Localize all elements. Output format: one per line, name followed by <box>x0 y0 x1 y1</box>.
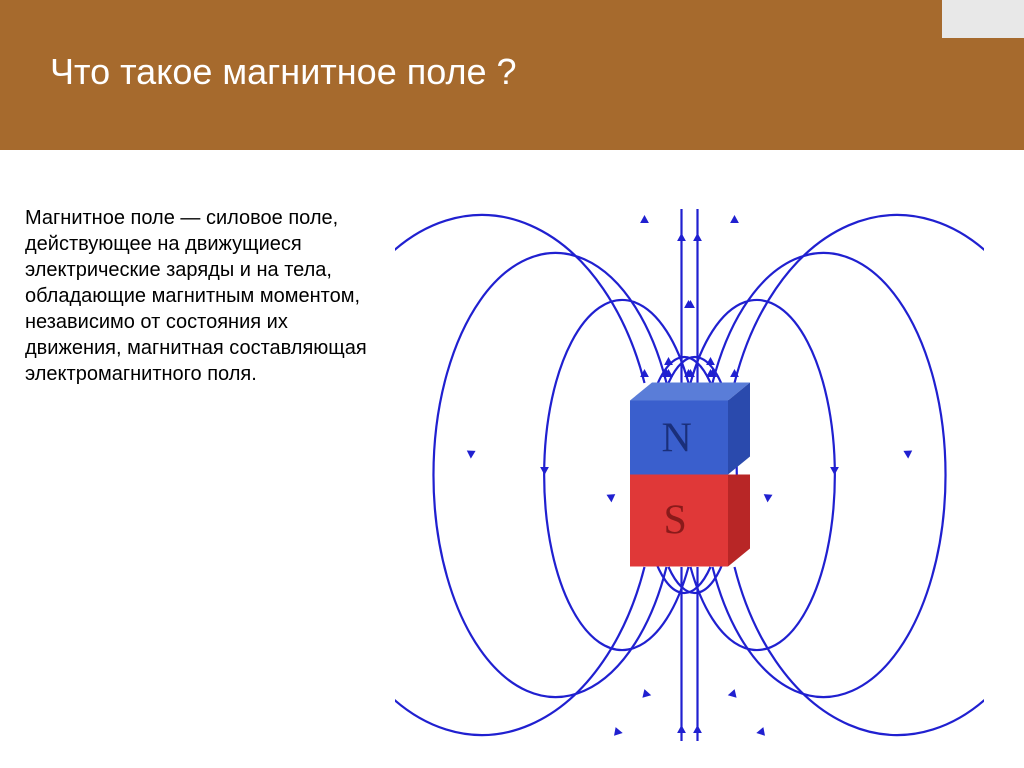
magnetic-field-diagram: N S <box>395 205 984 745</box>
south-pole: S <box>630 475 750 567</box>
slide-title: Что такое магнитное поле ? <box>50 50 1024 93</box>
north-label: N <box>662 415 692 463</box>
slide-content: Магнитное поле — силовое поле, действующ… <box>0 150 1024 745</box>
corner-tab <box>942 0 1024 38</box>
slide-header: Что такое магнитное поле ? <box>0 0 1024 150</box>
bar-magnet: N S <box>630 383 750 568</box>
south-pole-shape <box>630 475 750 567</box>
north-pole: N <box>630 383 750 475</box>
south-label: S <box>664 497 687 545</box>
definition-text: Магнитное поле — силовое поле, действующ… <box>25 205 385 745</box>
